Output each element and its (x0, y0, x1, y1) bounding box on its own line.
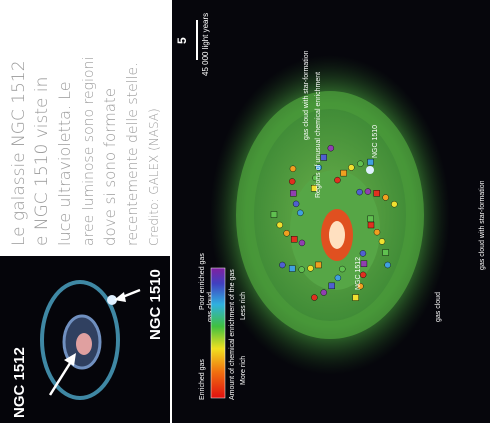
colorbar-label: More rich (240, 356, 247, 385)
marker (356, 188, 363, 196)
caption: Le galassie NGC 1512 e NGC 1510 viste in… (9, 57, 161, 246)
marker (320, 154, 327, 161)
colorbar-label: Less rich (240, 292, 247, 320)
marker (298, 266, 305, 273)
marker (384, 261, 391, 269)
marker (279, 261, 286, 269)
marker (289, 165, 297, 172)
annotation: gas cloud with star-formation (479, 180, 486, 270)
marker (340, 169, 347, 177)
marker (360, 260, 368, 267)
marker (382, 194, 389, 201)
main-image: 5 45 000 light years gas cloud with star… (172, 0, 490, 423)
marker (367, 215, 374, 223)
marker (315, 261, 322, 269)
marker (327, 144, 334, 152)
marker (391, 201, 398, 208)
marker (311, 294, 318, 301)
marker (378, 238, 386, 245)
inset-label: NGC 1512 (11, 347, 28, 418)
marker (288, 265, 296, 272)
marker (307, 265, 314, 272)
marker (297, 209, 304, 217)
marker (357, 160, 364, 167)
marker (364, 188, 372, 195)
marker (283, 230, 290, 237)
annotation: NGC 1510 (372, 125, 379, 158)
colorbar (210, 267, 226, 399)
marker (348, 164, 355, 171)
marker (276, 221, 283, 229)
caption-line: e NGC 1510 viste in (32, 77, 52, 246)
annotation: Regions of unusual chemical enrichment (315, 72, 322, 198)
marker (270, 211, 278, 218)
annotation: NGC 1512 (355, 257, 362, 290)
marker (367, 158, 374, 166)
marker (290, 190, 297, 197)
colorbar-label: Poor enriched gas (199, 253, 206, 310)
marker (328, 282, 335, 290)
enrichment-markers (270, 144, 398, 301)
caption-line: luce ultravioletta. Le (55, 81, 74, 246)
marker (288, 178, 296, 185)
marker (290, 236, 298, 243)
marker (292, 200, 300, 208)
scale-text: 45 000 light years (201, 13, 210, 76)
caption-line: aree luminose sono regioni (81, 57, 97, 246)
marker (311, 185, 318, 192)
marker (339, 265, 346, 273)
marker (357, 283, 364, 290)
marker (334, 274, 342, 282)
scale-number: 5 (175, 37, 189, 44)
marker (298, 239, 306, 247)
marker (352, 294, 359, 301)
marker (315, 164, 322, 171)
marker (382, 249, 389, 256)
annotation: gas cloud with star-formation (303, 50, 310, 140)
marker (359, 271, 367, 279)
inset-image: NGC 1512 NGC 1510 (0, 256, 170, 423)
annotation: gas cloud (435, 292, 442, 322)
caption-line: recentemente delle stelle. (125, 62, 141, 246)
caption-line: dove si sono formate (101, 88, 119, 246)
annotation: gas cloud (207, 292, 214, 322)
marker (359, 250, 367, 257)
caption-credit: Credito: GALEX (NASA) (147, 108, 161, 246)
inset-label: NGC 1510 (147, 269, 164, 340)
colorbar-label: Enriched gas (199, 359, 206, 400)
marker (373, 190, 380, 197)
marker (334, 176, 341, 184)
marker (320, 289, 327, 296)
marker (312, 174, 319, 182)
colorbar-title: Amount of chemical enrichment of the gas (229, 269, 236, 400)
caption-line: Le galassie NGC 1512 (9, 60, 29, 246)
marker (373, 229, 381, 236)
marker (367, 221, 375, 229)
